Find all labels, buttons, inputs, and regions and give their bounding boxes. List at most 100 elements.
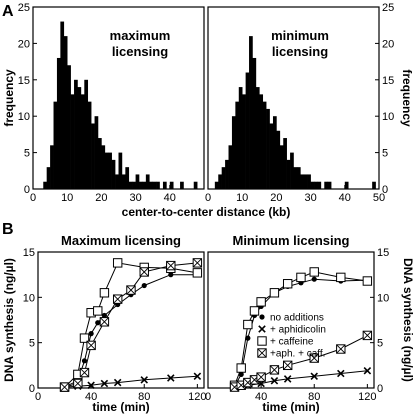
line-left-series-2-point <box>99 288 110 298</box>
line-left-series-0-point <box>141 282 147 289</box>
line-right-series-0-point <box>245 335 251 341</box>
line-right-ylabel: DNA synthesis (ng/µl) <box>401 258 415 382</box>
line-left-xtick-label: 120 <box>188 391 206 403</box>
hist-left-bar <box>84 79 89 189</box>
line-left-series <box>59 258 203 392</box>
hist-right-bar <box>303 174 308 189</box>
line-left-series-0-point <box>101 312 107 319</box>
line-left-xlabel: time (min) <box>92 400 149 414</box>
hist-right-ytick-label: 0 <box>382 184 388 196</box>
hist-right-ytick-label: 5 <box>382 148 388 160</box>
hist-right-ylabel: frequency <box>400 69 414 127</box>
hist-left-bar <box>60 21 65 190</box>
hist-right-bar <box>249 36 253 190</box>
legend-1-point <box>258 325 266 333</box>
line-left-xtick-label: 0 <box>35 391 41 403</box>
legend-3-point <box>257 348 267 358</box>
hist-left-bars <box>43 21 198 190</box>
legend-label-3: +aph. + caff. <box>270 349 325 360</box>
line-left-series-1-point <box>113 378 122 387</box>
line-left-series-1-point <box>100 379 109 388</box>
hist-left-bar <box>97 138 102 189</box>
hist-left-bar <box>145 174 150 189</box>
hist-left-bar <box>67 65 71 189</box>
line-left-ticks: 0 40 80 120 0 5 10 15 <box>23 247 207 403</box>
line-left-series-1-point <box>140 376 149 384</box>
hist-right-xtick-label: 20 <box>270 192 282 204</box>
hist-left-bar <box>152 181 157 189</box>
line-right-series <box>229 267 373 392</box>
line-left-series-3-point <box>166 260 176 271</box>
hist-left-bar <box>169 181 174 189</box>
line-right-series-1-point <box>270 376 279 385</box>
hist-left-bar <box>156 181 160 189</box>
line-left-series-1-point <box>87 381 95 390</box>
hist-left-bar <box>77 87 82 189</box>
line-right-frame <box>207 251 375 389</box>
line-right-series-3-point <box>256 372 266 382</box>
hist-left-bar <box>50 145 54 189</box>
panel-letter-b: B <box>2 221 14 238</box>
hist-right-bar <box>307 174 311 189</box>
line-right-series-2-point <box>243 319 253 330</box>
hist-left-bar <box>87 101 92 189</box>
hist-left-bar <box>121 174 126 189</box>
hist-right-bar <box>252 57 257 190</box>
line-right-series-2-point <box>269 288 280 298</box>
hist-left-bar <box>142 181 147 189</box>
line-right-series-2-point <box>336 272 346 283</box>
line-left-frame <box>37 251 205 389</box>
line-left-title: Maximum licensing <box>61 233 181 248</box>
line-left-series-3-point <box>86 340 96 351</box>
hist-left-ylabel: frequency <box>2 69 16 127</box>
hist-right-bar <box>276 130 281 189</box>
hist-left-ytick-label: 10 <box>18 111 30 123</box>
line-left-ytick-label: 15 <box>23 247 35 259</box>
line-left-series-3-point <box>192 258 203 268</box>
hist-left-ytick-label: 20 <box>18 38 30 50</box>
hist-left-ytick-label: 15 <box>18 75 30 87</box>
hist-right-bar <box>218 174 222 189</box>
hist-xlabel: center-to-center distance (kb) <box>122 205 291 219</box>
hist-left-bar <box>43 181 47 189</box>
line-left-series-3-point <box>139 267 149 277</box>
line-left-series-2-point <box>79 333 90 343</box>
line-left-series-1-point <box>167 374 175 382</box>
legend-label-0: no additions <box>270 313 324 324</box>
line-right-series-2-point <box>362 276 373 286</box>
hist-right-bars <box>214 36 376 190</box>
hist-left-xtick-label: 20 <box>95 192 107 204</box>
hist-left-bar <box>162 181 167 189</box>
line-left-series-3-point <box>59 382 70 392</box>
hist-right-title-line1: minimum <box>271 28 329 43</box>
hist-left-bar <box>94 116 99 189</box>
line-right-series-1-point <box>337 369 345 378</box>
hist-right-xtick-label: 50 <box>373 192 385 204</box>
hist-right-bar <box>259 94 264 189</box>
line-right-xtick-label: 0 <box>205 391 211 403</box>
hist-right-bar <box>310 181 315 189</box>
hist-right-bar <box>290 152 294 189</box>
line-left-ytick-label: 0 <box>29 383 35 395</box>
hist-right-bar <box>286 159 291 189</box>
hist-left-bar <box>128 181 133 189</box>
line-left-series-3-point <box>99 317 110 327</box>
hist-left-bar <box>108 152 112 189</box>
line-right-ytick-label: 0 <box>377 383 383 395</box>
hist-left-ytick-label: 5 <box>24 148 30 160</box>
hist-right-bar <box>344 181 349 189</box>
hist-right-bar <box>266 108 270 189</box>
hist-left-xtick-label: 0 <box>30 192 36 204</box>
hist-right-bar <box>235 101 240 189</box>
hist-right-ytick-label: 15 <box>382 75 394 87</box>
line-left-series-2-point <box>93 306 103 316</box>
hist-left-bar <box>132 181 136 189</box>
line-left-series-3-point <box>126 285 136 295</box>
hist-right-bar <box>269 123 274 189</box>
legend-label-2: + caffeine <box>270 337 314 348</box>
line-left-series-3-point <box>79 367 90 378</box>
line-left-series-2-point <box>192 268 203 278</box>
line-right-series-3-point <box>282 360 293 371</box>
hist-right-xtick-label: 40 <box>339 192 351 204</box>
